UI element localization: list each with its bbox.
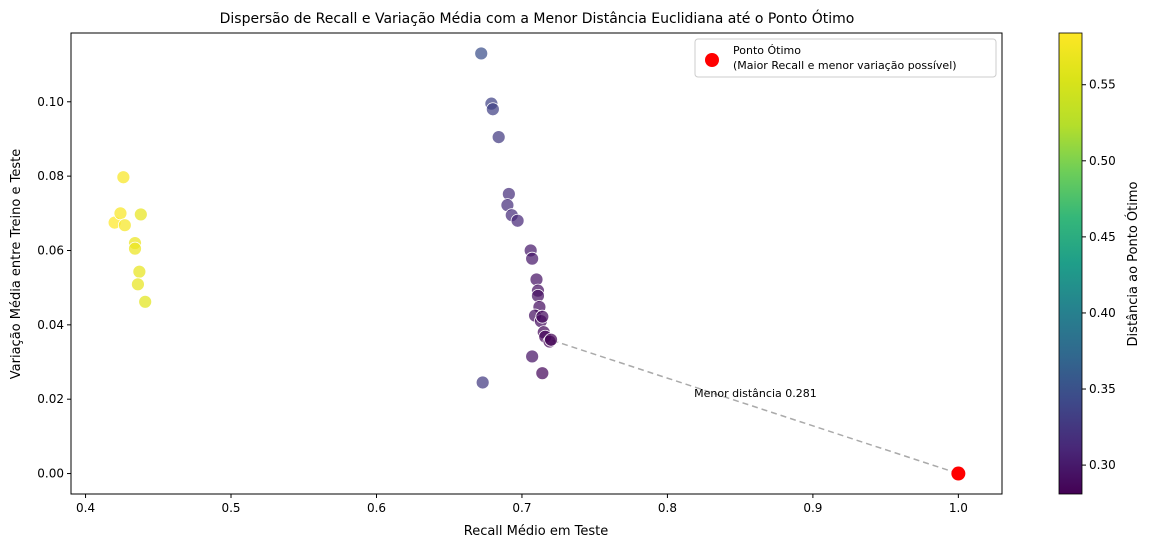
scatter-point [128,241,142,256]
colorbar-tick-label: 0.35 [1089,382,1116,396]
scatter-point [138,294,153,309]
scatter-points [107,46,558,390]
scatter-point [491,130,506,144]
y-tick-label: 0.08 [37,169,64,183]
x-tick-label: 1.0 [949,501,968,515]
x-axis-ticks: 0.4 0.5 0.6 0.7 0.8 0.9 1.0 [76,494,968,515]
scatter-point [133,207,148,222]
scatter-point [131,277,145,292]
x-tick-label: 0.8 [658,501,677,515]
scatter-point [525,251,540,266]
scatter-point [485,102,500,117]
scatter-point [535,309,550,324]
scatter-point [116,170,131,185]
colorbar-tick-label: 0.40 [1089,306,1116,320]
y-tick-label: 0.02 [37,392,64,406]
scatter-point [117,218,132,233]
colorbar: 0.30 0.35 0.40 0.45 0.50 0.55 Distância ao Po… [1058,32,1141,495]
y-axis-label: Variação Média entre Treino e Teste [9,149,24,379]
y-axis-ticks: 0.00 0.02 0.04 0.06 0.08 0.10 [37,95,71,481]
colorbar-tick-label: 0.45 [1089,230,1116,244]
y-tick-label: 0.00 [37,467,64,481]
legend-marker [705,53,719,67]
legend-label-line2: (Maior Recall e menor variação possível) [733,59,957,72]
x-tick-label: 0.6 [367,501,386,515]
scatter-point [113,206,128,221]
scatter-point [510,213,525,228]
colorbar-tick-label: 0.30 [1089,458,1116,472]
min-distance-line [552,339,959,475]
scatter-point [475,375,490,390]
plot-frame [70,32,1003,495]
legend: Ponto Ótimo (Maior Recall e menor variaç… [694,38,997,78]
y-tick-label: 0.04 [37,318,64,332]
scatter-point [474,46,489,61]
scatter-point [544,332,558,347]
min-distance-annotation: Menor distância 0.281 [694,387,817,400]
x-tick-label: 0.5 [221,501,240,515]
colorbar-tick-label: 0.55 [1089,78,1116,92]
y-tick-label: 0.10 [37,95,64,109]
y-tick-label: 0.06 [37,243,64,257]
colorbar-gradient [1058,32,1083,495]
legend-label-line1: Ponto Ótimo [733,44,801,57]
scatter-point [535,366,550,381]
plot-area: 0.4 0.5 0.6 0.7 0.8 0.9 1.0 0.000.020.040.060.… [37,32,1003,515]
optimal-point [951,466,966,481]
x-tick-label: 0.7 [512,501,531,515]
colorbar-ticks: 0.30 0.35 0.40 0.45 0.50 0.55 [1082,78,1116,472]
colorbar-label: Distância ao Ponto Ótimo [1125,181,1141,346]
chart-title: Dispersão de Recall e Variação Média com… [220,9,855,27]
x-tick-label: 0.4 [76,501,95,515]
x-tick-label: 0.9 [803,501,822,515]
legend-box [694,38,997,78]
colorbar-tick-label: 0.50 [1089,154,1116,168]
x-axis-label: Recall Médio em Teste [464,524,608,539]
scatter-point [132,264,147,279]
scatter-point [525,349,540,364]
